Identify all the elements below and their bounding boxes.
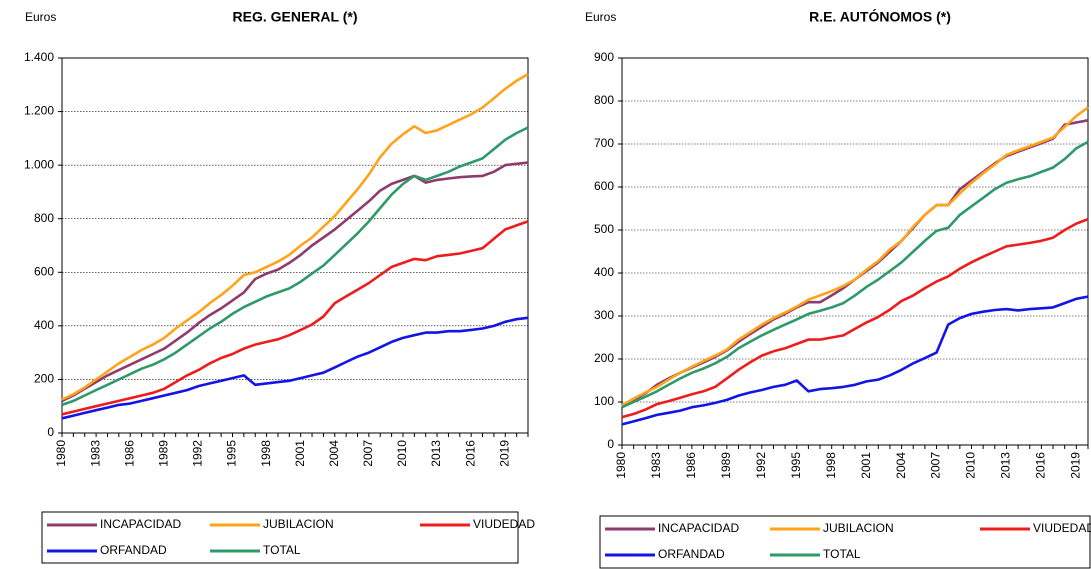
legend-label: JUBILACION xyxy=(263,517,334,531)
legend-label: ORFANDAD xyxy=(658,547,725,561)
y-tick-label: 300 xyxy=(594,308,614,322)
x-tick-label: 2013 xyxy=(999,452,1013,479)
legend-label: VIUDEDAD xyxy=(1033,521,1091,535)
series-line xyxy=(621,217,1089,419)
legend-label: TOTAL xyxy=(823,547,861,561)
x-tick-label: 1986 xyxy=(122,440,136,467)
chart-title: R.E. AUTÓNOMOS (*) xyxy=(809,8,951,25)
x-tick-label: 2019 xyxy=(1069,452,1083,479)
y-axis-label: Euros xyxy=(25,10,56,24)
x-tick-label: 2004 xyxy=(894,452,908,479)
y-tick-label: 1.400 xyxy=(24,50,54,64)
x-tick-label: 2007 xyxy=(929,452,943,479)
x-tick-label: 2001 xyxy=(859,452,873,479)
legend-label: INCAPACIDAD xyxy=(100,517,181,531)
y-axis-label: Euros xyxy=(585,10,616,24)
x-tick-label: 2010 xyxy=(964,452,978,479)
y-tick-label: 800 xyxy=(34,211,54,225)
series-line xyxy=(61,72,529,401)
series-line xyxy=(61,220,529,416)
y-tick-label: 800 xyxy=(594,93,614,107)
x-tick-label: 2016 xyxy=(463,440,477,467)
y-tick-label: 400 xyxy=(594,265,614,279)
x-tick-label: 2010 xyxy=(395,440,409,467)
x-tick-label: 2019 xyxy=(497,440,511,467)
y-tick-label: 200 xyxy=(34,372,54,386)
chart-title: REG. GENERAL (*) xyxy=(233,9,358,25)
y-tick-label: 400 xyxy=(34,318,54,332)
x-tick-label: 1995 xyxy=(225,440,239,467)
series-line xyxy=(621,295,1089,426)
plot-frame xyxy=(621,57,1089,446)
x-tick-label: 1995 xyxy=(789,452,803,479)
y-tick-label: 1.000 xyxy=(24,157,54,171)
x-tick-label: 1998 xyxy=(824,452,838,479)
x-tick-label: 1986 xyxy=(684,452,698,479)
x-tick-label: 1983 xyxy=(88,440,102,467)
series-line xyxy=(61,316,529,420)
legend-box xyxy=(41,511,519,564)
y-tick-label: 900 xyxy=(594,50,614,64)
x-tick-label: 1980 xyxy=(614,452,628,479)
y-tick-label: 100 xyxy=(594,394,614,408)
chart: Euros REG. GENERAL (*) 0 200 400 600 800 1.000 1… xyxy=(24,9,535,564)
x-tick-label: 1992 xyxy=(754,452,768,479)
y-tick-label: 700 xyxy=(594,136,614,150)
legend-label: INCAPACIDAD xyxy=(658,521,739,535)
series-line xyxy=(621,106,1089,407)
y-tick-label: 0 xyxy=(47,425,54,439)
y-tick-label: 0 xyxy=(607,437,614,451)
y-tick-label: 500 xyxy=(594,222,614,236)
y-tick-label: 600 xyxy=(594,179,614,193)
x-tick-label: 2001 xyxy=(293,440,307,467)
x-tick-label: 1989 xyxy=(719,452,733,479)
legend-label: TOTAL xyxy=(263,543,301,557)
series-line xyxy=(61,126,529,407)
x-tick-label: 1992 xyxy=(191,440,205,467)
x-tick-label: 1980 xyxy=(54,440,68,467)
x-tick-label: 1998 xyxy=(259,440,273,467)
x-tick-label: 2004 xyxy=(327,440,341,467)
x-tick-label: 1983 xyxy=(649,452,663,479)
series-line xyxy=(61,161,529,403)
y-tick-label: 600 xyxy=(34,264,54,278)
x-tick-label: 1989 xyxy=(156,440,170,467)
legend-label: VIUDEDAD xyxy=(473,517,535,531)
series-line xyxy=(621,119,1089,408)
chart: Euros R.E. AUTÓNOMOS (*) 0 100 200 300 400 500 6… xyxy=(585,8,1091,569)
legend-box xyxy=(599,515,1091,569)
legend-label: ORFANDAD xyxy=(100,543,167,557)
x-tick-label: 2016 xyxy=(1034,452,1048,479)
x-tick-label: 2007 xyxy=(361,440,375,467)
x-tick-label: 2013 xyxy=(429,440,443,467)
series-line xyxy=(621,140,1089,409)
y-tick-label: 1.200 xyxy=(24,104,54,118)
y-tick-label: 200 xyxy=(594,351,614,365)
legend-label: JUBILACION xyxy=(823,521,894,535)
plot-frame xyxy=(61,57,529,434)
